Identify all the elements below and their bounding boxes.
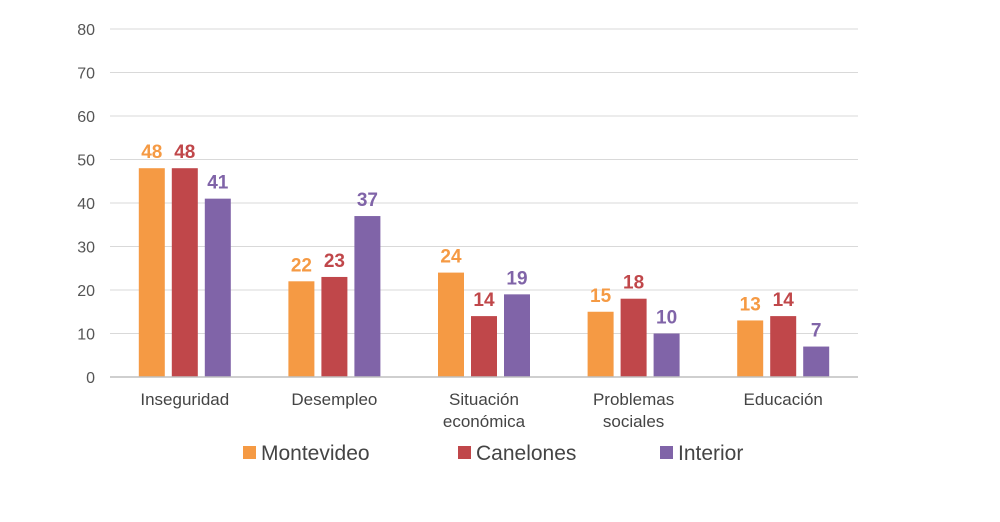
category-label: Desempleo (291, 390, 377, 409)
bar-interior (504, 294, 530, 377)
bars (138, 168, 830, 377)
bar-interior (204, 198, 231, 377)
legend-label: Montevideo (261, 442, 370, 465)
bar-montevideo (138, 168, 165, 377)
category-label: Situación (449, 390, 519, 409)
y-tick-label: 70 (77, 66, 95, 83)
category-labels: Inseguridad Desempleo Situación económica Pr… (140, 390, 823, 431)
bar-montevideo (737, 320, 764, 377)
bar-interior (354, 216, 381, 377)
value-label: 41 (207, 173, 229, 194)
value-label: 22 (291, 255, 312, 276)
value-label: 7 (811, 321, 822, 342)
value-label: 48 (174, 142, 195, 163)
bar-montevideo (288, 281, 315, 377)
bar-canelones (471, 316, 497, 377)
bar-canelones (321, 276, 348, 377)
y-tick-label: 50 (77, 153, 95, 170)
category-label: Inseguridad (140, 390, 229, 409)
legend-label: Canelones (476, 442, 576, 465)
value-label: 19 (506, 268, 527, 289)
y-tick-label: 60 (77, 109, 95, 126)
legend-label: Interior (678, 442, 743, 465)
bar-interior (653, 333, 680, 377)
legend: Montevideo Canelones Interior (243, 442, 743, 465)
bar-canelones (770, 316, 797, 377)
category-label: Problemas (593, 390, 674, 409)
category-label: sociales (603, 412, 664, 431)
value-label: 23 (324, 251, 345, 272)
bar-canelones (171, 168, 198, 377)
legend-swatch (660, 446, 673, 459)
category-label: económica (443, 412, 526, 431)
value-label: 18 (623, 273, 644, 294)
y-tick-label: 30 (77, 240, 95, 257)
bar-canelones (620, 298, 647, 377)
legend-swatch (458, 446, 471, 459)
value-label: 37 (357, 190, 378, 211)
y-tick-label: 10 (77, 327, 95, 344)
value-label: 14 (473, 290, 495, 311)
value-label: 48 (141, 142, 162, 163)
category-label: Educación (744, 390, 823, 409)
value-label: 14 (773, 290, 795, 311)
value-label: 15 (590, 286, 612, 307)
value-label: 13 (740, 294, 761, 315)
y-tick-label: 80 (77, 22, 95, 39)
bar-montevideo (438, 272, 464, 377)
legend-swatch (243, 446, 256, 459)
value-labels: 48 48 41 22 23 37 24 14 19 15 18 10 13 14 7 (141, 142, 821, 341)
y-tick-label: 40 (77, 196, 95, 213)
bar-montevideo (587, 311, 614, 377)
bar-interior (803, 346, 830, 377)
value-label: 10 (656, 308, 677, 329)
grid-lines (110, 28, 858, 334)
value-label: 24 (440, 247, 462, 268)
y-axis-ticks: 0 10 20 30 40 50 60 70 80 (77, 22, 95, 387)
y-tick-label: 0 (86, 370, 95, 387)
y-tick-label: 20 (77, 283, 95, 300)
